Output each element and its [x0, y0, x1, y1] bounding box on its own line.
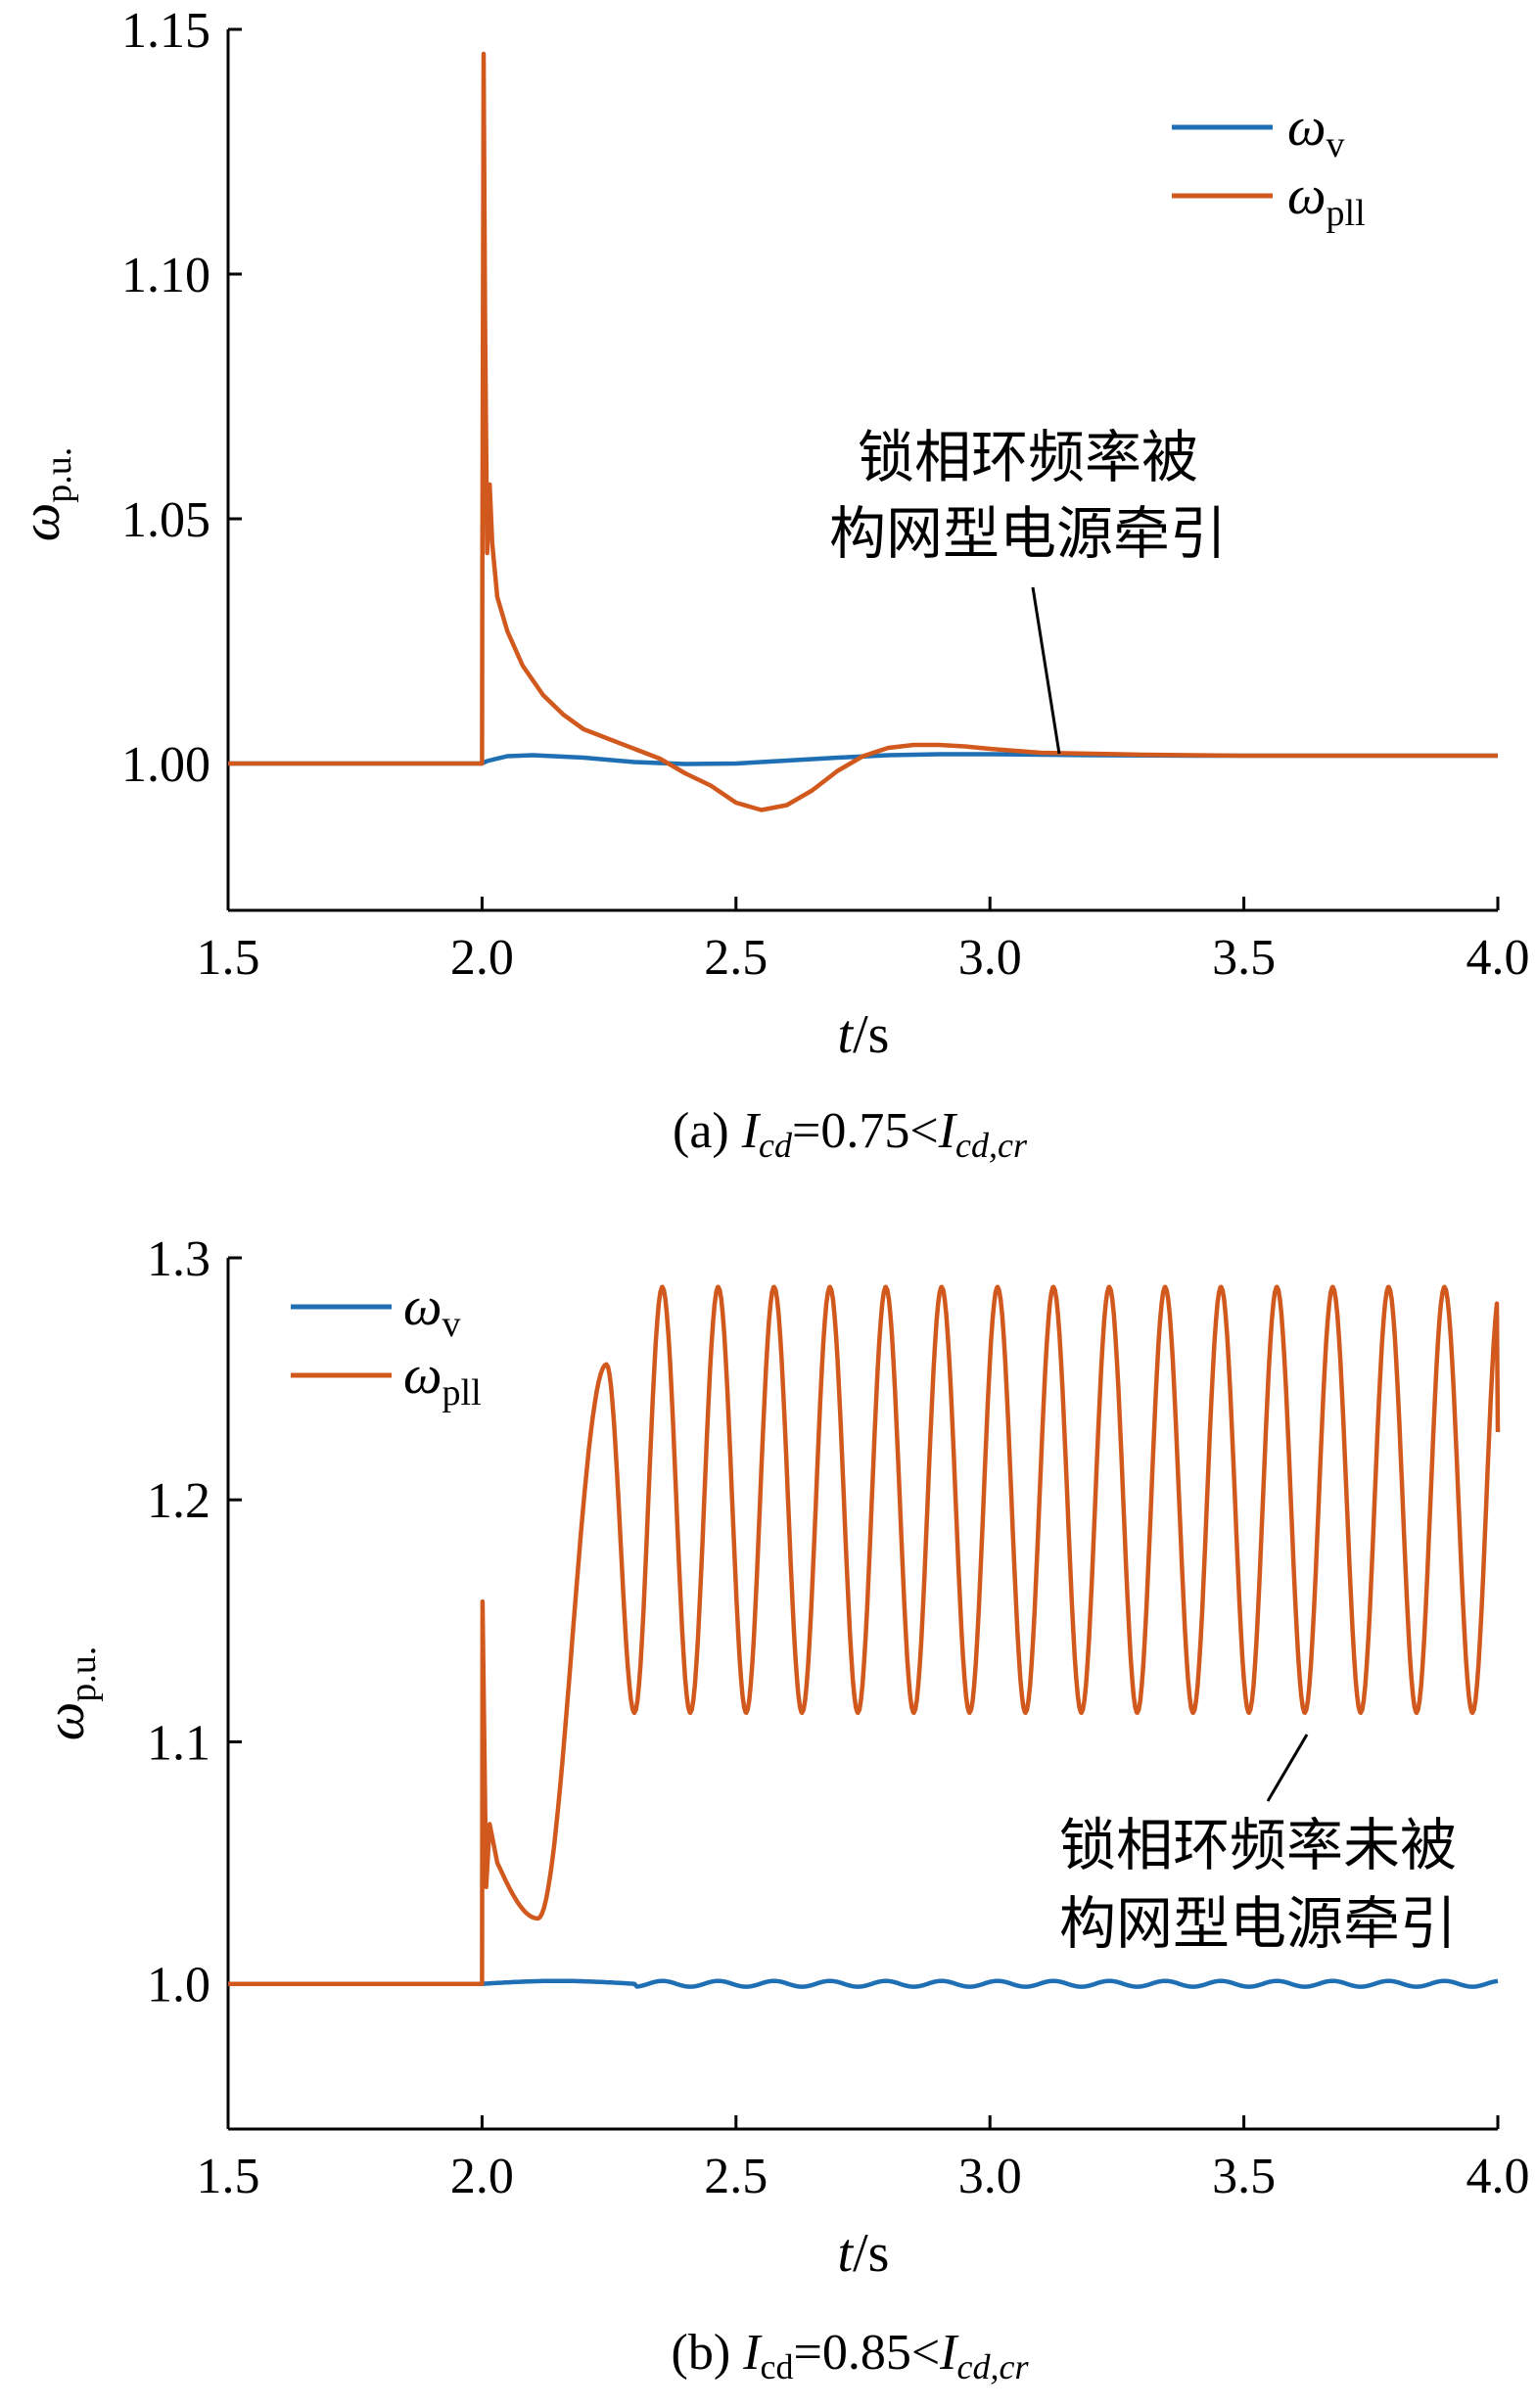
panel-b-x-tick-label: 3.0 [958, 2149, 1022, 2204]
panel-b-y-tick-label: 1.2 [147, 1473, 210, 1529]
panel-a-x-ticks: 1.5 2.0 2.5 3.0 3.5 4.0 [197, 897, 1530, 986]
panel-a-y-tick-label: 1.05 [121, 492, 210, 548]
panel-a-x-tick-label: 2.0 [450, 930, 514, 986]
panel-a-y-tick-label: 1.10 [121, 248, 210, 303]
panel-a-legend: ωv ωpll [1172, 97, 1366, 234]
panel-b-x-tick-label: 2.0 [450, 2149, 514, 2204]
panel-a-x-tick-label: 3.5 [1212, 930, 1276, 986]
panel-b-y-axis-label: ωp.u. [35, 1646, 104, 1741]
panel-a-y-ticks: 1.00 1.05 1.10 1.15 [121, 3, 242, 793]
panel-b-legend-label-omega-pll: ωpll [403, 1345, 482, 1413]
panel-b-x-ticks: 1.5 2.0 2.5 3.0 3.5 4.0 [197, 2115, 1530, 2204]
panel-a-series-omega-pll [228, 51, 1498, 812]
panel-b-x-tick-label: 1.5 [197, 2149, 260, 2204]
panel-a-legend-label-omega-v: ωv [1287, 97, 1345, 165]
panel-a-x-axis-label: t/s [838, 1004, 890, 1065]
panel-b-annotation-line-2: 构网型电源牵引 [1059, 1890, 1457, 1957]
panel-a-x-tick-label: 4.0 [1466, 930, 1530, 986]
panel-a-legend-label-omega-pll: ωpll [1287, 165, 1366, 234]
panel-a-annotation-line-1: 锁相环频率被 [858, 424, 1198, 490]
panel-b-y-tick-label: 1.0 [147, 1958, 210, 2014]
panel-b-y-tick-label: 1.3 [147, 1231, 210, 1287]
panel-b-series-lines [228, 1284, 1501, 1989]
panel-b-annotation-bg [1018, 1806, 1498, 1977]
panel-a-y-tick-label: 1.15 [121, 3, 210, 59]
panel-b-chart: 1.5 2.0 2.5 3.0 3.5 4.0 1.0 1.1 1.2 1.3 t/s ωp.u… [35, 1231, 1530, 2386]
panel-b-x-tick-label: 2.5 [704, 2149, 768, 2204]
panel-a-x-tick-label: 1.5 [197, 930, 260, 986]
panel-a-chart: 1.5 2.0 2.5 3.0 3.5 4.0 1.001.051.101.15 t/s … [11, 3, 1530, 1165]
panel-a-y-tick-label: 1.00 [121, 737, 210, 793]
panel-b-y-tick-label: 1.1 [147, 1715, 210, 1771]
panel-b-x-tick-label: 3.5 [1212, 2149, 1276, 2204]
panel-a-caption: (a) Icd=0.75<Icd,cr [673, 1103, 1028, 1165]
panel-a-annotation-line-2: 构网型电源牵引 [829, 500, 1227, 567]
panel-b-x-axis-label: t/s [838, 2223, 890, 2284]
panel-a-annotation: 锁相环频率被 构网型电源牵引 [829, 424, 1227, 755]
panel-a-y-axis-label: ωp.u. [11, 447, 79, 542]
panel-b-annotation-line-1: 锁相环频率未被 [1059, 1812, 1457, 1878]
panel-b-legend-label-omega-v: ωv [403, 1276, 461, 1345]
panel-b-caption: (b) Icd=0.85<Icd,cr [672, 2325, 1030, 2386]
panel-a-x-tick-label: 3.0 [958, 930, 1022, 986]
panel-a-x-tick-label: 2.5 [704, 930, 768, 986]
panel-a-series-lines [228, 51, 1498, 812]
panel-b-x-tick-label: 4.0 [1466, 2149, 1530, 2204]
panel-b-legend: ωv ωpll [291, 1276, 482, 1413]
panel-b-series-omega-v [228, 1978, 1499, 1989]
panel-a-annotation-arrow [1031, 586, 1061, 755]
panel-b-annotation-arrow [1266, 1734, 1309, 1802]
panel-b-annotation: 锁相环频率未被 构网型电源牵引 [1018, 1734, 1498, 1977]
panel-b-series-omega-pll [228, 1284, 1501, 1986]
